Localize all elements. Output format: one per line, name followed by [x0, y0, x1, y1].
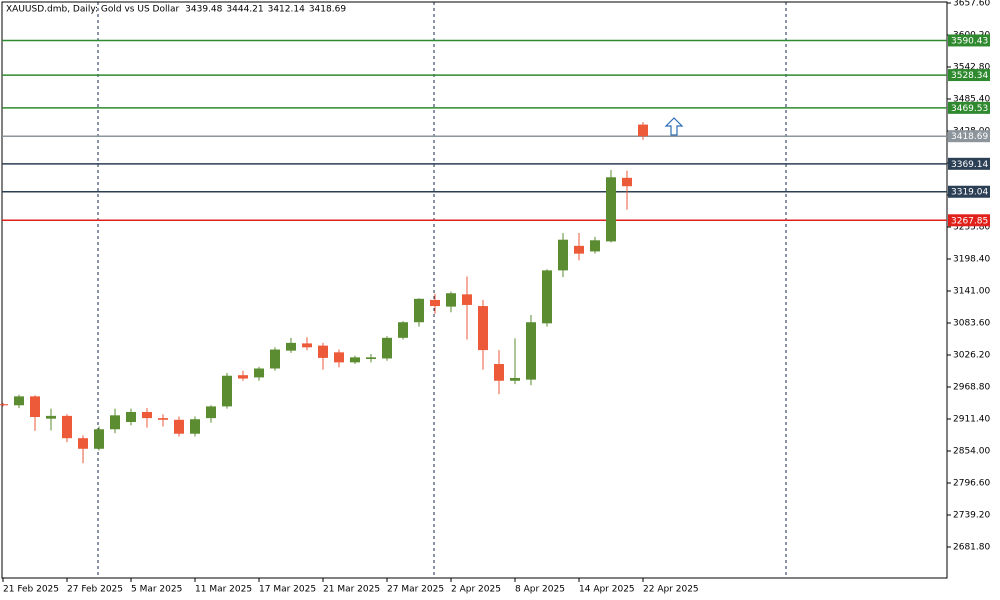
- candle-body: [606, 177, 616, 242]
- candle-body: [174, 419, 184, 434]
- y-tick-label: 2968.80: [953, 383, 990, 393]
- candle-body: [222, 375, 232, 407]
- candle-body: [590, 240, 600, 252]
- candle-body: [542, 270, 552, 324]
- candle-body: [382, 337, 392, 359]
- candle-body: [462, 294, 472, 305]
- price-level-tag: [948, 130, 990, 143]
- x-tick-label: 11 Mar 2025: [195, 585, 252, 595]
- price-level-label: 3319.04: [951, 188, 988, 198]
- price-level-tag: [948, 69, 990, 82]
- y-tick-label: 2854.00: [953, 447, 990, 457]
- y-tick-label: 3141.00: [953, 287, 990, 297]
- price-level-label: 3469.53: [951, 104, 988, 114]
- candle-body: [142, 411, 152, 419]
- candle-body: [334, 352, 344, 363]
- price-level-tag: [948, 214, 990, 227]
- candle-body: [206, 406, 216, 419]
- x-tick-label: 14 Apr 2025: [579, 585, 635, 595]
- candle-body: [0, 404, 8, 406]
- candle-body: [622, 177, 632, 187]
- price-level-tag: [948, 157, 990, 170]
- price-level-label: 3418.69: [951, 132, 988, 142]
- candle-body: [398, 322, 408, 338]
- y-tick-label: 3485.40: [953, 95, 990, 105]
- price-level-tag: [948, 185, 990, 198]
- header-low: 3412.14: [268, 5, 305, 15]
- candle-body: [126, 411, 136, 423]
- price-level-tag: [948, 34, 990, 47]
- y-tick-label: 2911.40: [953, 415, 990, 425]
- candle-body: [286, 342, 296, 351]
- candle-body: [158, 418, 168, 420]
- candle-body: [574, 245, 584, 254]
- buy-arrow-icon: [664, 117, 684, 136]
- candle-body: [318, 345, 328, 358]
- y-tick-label: 3083.60: [953, 319, 990, 329]
- candle-body: [558, 239, 568, 271]
- candle-body: [46, 415, 56, 419]
- candle-body: [366, 357, 376, 360]
- x-tick-label: 17 Mar 2025: [259, 585, 316, 595]
- candle-body: [478, 306, 488, 351]
- x-tick-label: 27 Feb 2025: [67, 585, 123, 595]
- header-open: 3439.48: [185, 5, 222, 15]
- candle-body: [350, 357, 360, 363]
- candle-body: [494, 364, 504, 381]
- candle-body: [110, 415, 120, 430]
- x-tick-label: 2 Apr 2025: [451, 585, 501, 595]
- price-level-label: 3528.34: [951, 71, 988, 81]
- candle-body: [526, 322, 536, 380]
- x-tick-label: 5 Mar 2025: [131, 585, 182, 595]
- candle-body: [270, 349, 280, 369]
- candle-body: [190, 419, 200, 434]
- price-level-tag: [948, 101, 990, 114]
- y-tick-label: 2681.80: [953, 543, 990, 553]
- candle-body: [238, 375, 248, 379]
- y-tick-label: 3542.80: [953, 63, 990, 73]
- candle-body: [510, 377, 520, 381]
- candle-body: [62, 415, 72, 439]
- period-separators: [97, 2, 787, 578]
- candle-body: [430, 299, 440, 307]
- candle-body: [94, 429, 104, 449]
- x-tick-label: 8 Apr 2025: [515, 585, 565, 595]
- header-high: 3444.21: [226, 5, 263, 15]
- candle-body: [78, 438, 88, 449]
- candle-body: [414, 298, 424, 323]
- plot-frame: [1, 1, 948, 579]
- candle-body: [302, 343, 312, 348]
- y-tick-label: 3026.20: [953, 351, 990, 361]
- y-tick-label: 2739.20: [953, 511, 990, 521]
- candle-body: [254, 368, 264, 378]
- chart-title: XAUUSD.dmb, Daily: Gold vs US Dollar: [6, 5, 179, 15]
- x-tick-label: 21 Feb 2025: [3, 585, 59, 595]
- y-tick-label: 3255.80: [953, 223, 990, 233]
- y-tick-label: 2796.60: [953, 479, 990, 489]
- candle-body: [638, 124, 648, 137]
- price-level-label: 3369.14: [951, 160, 988, 170]
- candle-body: [14, 396, 24, 406]
- y-tick-label: 3657.60: [953, 0, 990, 9]
- y-tick-label: 3198.40: [953, 255, 990, 265]
- x-tick-label: 22 Apr 2025: [643, 585, 699, 595]
- candle-body: [30, 396, 40, 417]
- candle-body: [446, 293, 456, 307]
- x-tick-label: 21 Mar 2025: [323, 585, 380, 595]
- x-tick-label: 27 Mar 2025: [387, 585, 444, 595]
- price-level-label: 3267.85: [951, 216, 988, 226]
- price-level-label: 3590.43: [951, 36, 988, 46]
- header-close: 3418.69: [309, 5, 346, 15]
